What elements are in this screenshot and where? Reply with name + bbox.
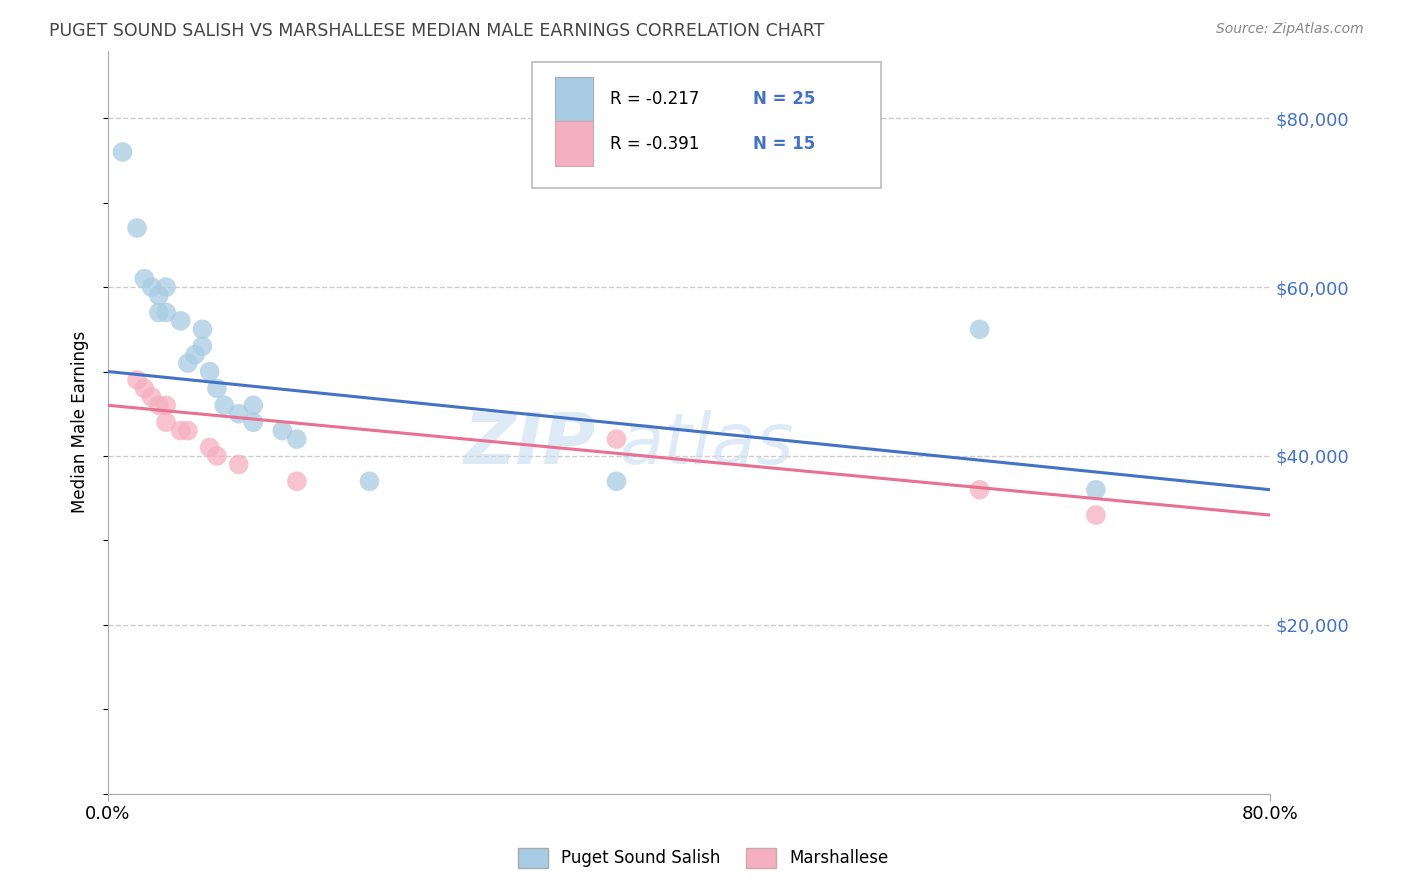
Text: Source: ZipAtlas.com: Source: ZipAtlas.com	[1216, 22, 1364, 37]
Point	[198, 441, 221, 455]
Point	[148, 398, 170, 412]
Text: atlas: atlas	[620, 410, 794, 479]
Point	[134, 381, 156, 395]
Point	[198, 365, 221, 379]
Point	[228, 407, 250, 421]
Point	[212, 398, 235, 412]
Point	[285, 432, 308, 446]
Point	[605, 432, 627, 446]
Text: R = -0.391: R = -0.391	[610, 135, 699, 153]
FancyBboxPatch shape	[533, 62, 882, 188]
Text: R = -0.217: R = -0.217	[610, 90, 699, 108]
Text: ZIP: ZIP	[464, 410, 596, 479]
Point	[155, 415, 177, 429]
Point	[285, 475, 308, 489]
Point	[148, 288, 170, 302]
Point	[605, 475, 627, 489]
Text: PUGET SOUND SALISH VS MARSHALLESE MEDIAN MALE EARNINGS CORRELATION CHART: PUGET SOUND SALISH VS MARSHALLESE MEDIAN…	[49, 22, 824, 40]
Point	[125, 373, 148, 387]
Point	[111, 145, 134, 159]
Point	[177, 356, 200, 370]
Point	[191, 339, 214, 353]
Point	[1084, 508, 1107, 522]
Point	[969, 483, 991, 497]
Point	[205, 381, 228, 395]
Point	[155, 280, 177, 294]
Point	[969, 322, 991, 336]
FancyBboxPatch shape	[555, 77, 593, 121]
Point	[141, 280, 163, 294]
Legend: Puget Sound Salish, Marshallese: Puget Sound Salish, Marshallese	[512, 841, 894, 875]
Point	[169, 314, 191, 328]
Point	[169, 424, 191, 438]
Point	[155, 398, 177, 412]
Point	[155, 305, 177, 319]
Point	[242, 398, 264, 412]
Point	[148, 305, 170, 319]
Point	[271, 424, 294, 438]
Point	[205, 449, 228, 463]
Text: N = 25: N = 25	[754, 90, 815, 108]
Point	[134, 271, 156, 285]
Point	[141, 390, 163, 404]
Point	[184, 348, 207, 362]
Point	[359, 475, 381, 489]
FancyBboxPatch shape	[555, 121, 593, 166]
Point	[228, 458, 250, 472]
Text: N = 15: N = 15	[754, 135, 815, 153]
Y-axis label: Median Male Earnings: Median Male Earnings	[72, 331, 89, 513]
Point	[191, 322, 214, 336]
Point	[242, 415, 264, 429]
Point	[125, 221, 148, 235]
Point	[177, 424, 200, 438]
Point	[1084, 483, 1107, 497]
